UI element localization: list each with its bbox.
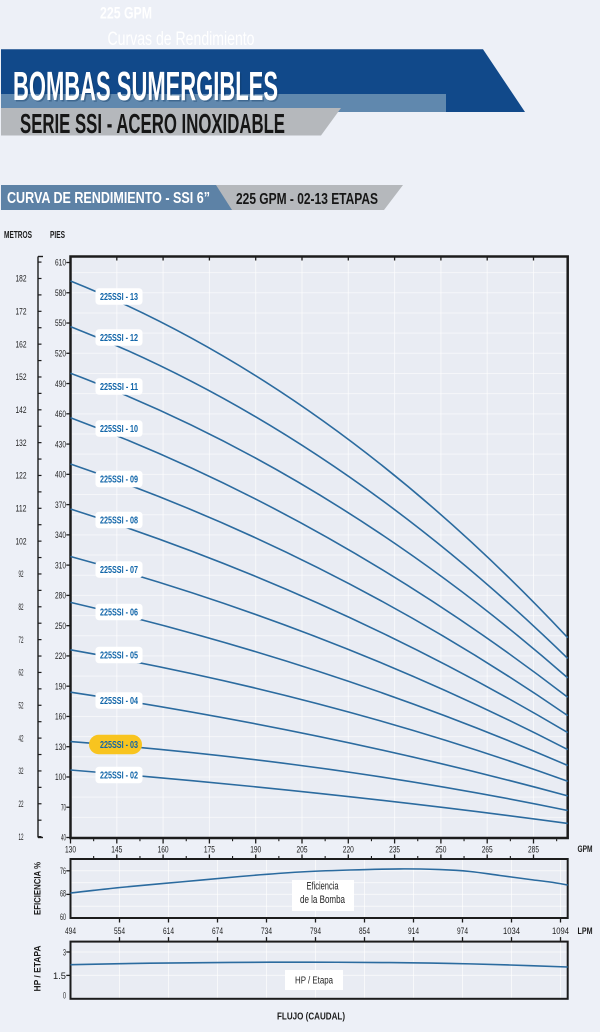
svg-text:92: 92: [19, 569, 24, 580]
svg-text:62: 62: [19, 668, 24, 679]
svg-text:614: 614: [163, 926, 174, 937]
svg-text:CURVA DE RENDIMIENTO - SSI 6”: CURVA DE RENDIMIENTO - SSI 6”: [7, 190, 210, 207]
svg-text:22: 22: [19, 799, 24, 810]
svg-text:190: 190: [250, 845, 261, 856]
svg-text:EFICIENCIA %: EFICIENCIA %: [33, 862, 43, 915]
svg-text:60: 60: [60, 912, 66, 923]
svg-text:190: 190: [55, 681, 66, 692]
svg-text:1094: 1094: [552, 926, 569, 937]
svg-text:235: 235: [389, 845, 400, 856]
svg-text:52: 52: [19, 700, 24, 711]
svg-text:225SSI - 10: 225SSI - 10: [100, 423, 138, 435]
svg-text:370: 370: [55, 500, 66, 511]
svg-text:225SSI - 02: 225SSI - 02: [100, 770, 138, 782]
svg-text:220: 220: [55, 651, 66, 662]
svg-text:460: 460: [55, 409, 66, 420]
svg-text:102: 102: [16, 536, 27, 547]
svg-text:610: 610: [55, 258, 66, 269]
svg-text:152: 152: [16, 372, 27, 383]
svg-text:METROS: METROS: [4, 230, 32, 241]
svg-text:132: 132: [16, 438, 27, 449]
svg-text:1.5: 1.5: [53, 971, 66, 982]
svg-text:490: 490: [55, 379, 66, 390]
svg-text:794: 794: [310, 926, 321, 937]
svg-text:112: 112: [16, 504, 27, 515]
svg-text:430: 430: [55, 439, 66, 450]
svg-text:12: 12: [19, 832, 24, 843]
svg-text:76: 76: [60, 866, 66, 877]
svg-text:520: 520: [55, 348, 66, 359]
svg-text:285: 285: [528, 845, 539, 856]
svg-text:550: 550: [55, 318, 66, 329]
svg-text:0: 0: [63, 991, 66, 1002]
svg-text:82: 82: [19, 602, 24, 613]
svg-text:SERIE SSI - ACERO INOXIDABLE: SERIE SSI - ACERO INOXIDABLE: [20, 108, 285, 139]
svg-text:PIES: PIES: [50, 230, 65, 241]
svg-text:494: 494: [65, 926, 76, 937]
svg-text:FLUJO (CAUDAL): FLUJO (CAUDAL): [277, 1012, 345, 1023]
svg-text:142: 142: [16, 405, 27, 416]
svg-text:225SSI - 06: 225SSI - 06: [100, 607, 138, 619]
svg-text:225SSI - 12: 225SSI - 12: [100, 332, 138, 344]
svg-text:162: 162: [16, 339, 27, 350]
svg-text:225SSI - 09: 225SSI - 09: [100, 474, 138, 486]
svg-text:225SSI - 13: 225SSI - 13: [100, 291, 138, 303]
svg-text:854: 854: [359, 926, 370, 937]
svg-text:225SSI - 08: 225SSI - 08: [100, 515, 138, 527]
svg-text:554: 554: [114, 926, 125, 937]
svg-text:914: 914: [408, 926, 419, 937]
svg-text:130: 130: [55, 742, 66, 753]
svg-text:182: 182: [16, 274, 27, 285]
svg-text:172: 172: [16, 307, 27, 318]
svg-text:Curvas de Rendimiento: Curvas de Rendimiento: [108, 29, 255, 50]
svg-text:68: 68: [60, 889, 66, 900]
svg-text:de la Bomba: de la Bomba: [300, 894, 346, 906]
svg-text:40: 40: [61, 833, 66, 844]
svg-text:160: 160: [55, 712, 66, 723]
svg-text:225SSI - 11: 225SSI - 11: [100, 381, 138, 393]
svg-text:280: 280: [55, 591, 66, 602]
svg-text:310: 310: [55, 560, 66, 571]
svg-text:225SSI - 03: 225SSI - 03: [100, 739, 138, 751]
svg-text:205: 205: [297, 845, 308, 856]
svg-text:122: 122: [16, 471, 27, 482]
svg-text:250: 250: [55, 621, 66, 632]
svg-text:734: 734: [261, 926, 272, 937]
svg-text:HP / Etapa: HP / Etapa: [295, 976, 333, 987]
svg-text:225SSI - 05: 225SSI - 05: [100, 650, 138, 662]
svg-text:100: 100: [55, 772, 66, 783]
svg-text:BOMBAS SUMERGIBLES: BOMBAS SUMERGIBLES: [13, 63, 278, 109]
svg-text:BOMBAS SUMERGIBLES: BOMBAS SUMERGIBLES: [15, 65, 280, 111]
svg-text:130: 130: [65, 845, 76, 856]
svg-text:175: 175: [204, 845, 215, 856]
svg-text:674: 674: [212, 926, 223, 937]
svg-text:1034: 1034: [503, 926, 520, 937]
svg-text:145: 145: [111, 845, 122, 856]
svg-text:225SSI - 04: 225SSI - 04: [100, 695, 138, 707]
svg-text:220: 220: [343, 845, 354, 856]
svg-text:70: 70: [61, 802, 66, 813]
svg-text:400: 400: [55, 470, 66, 481]
svg-text:GPM: GPM: [578, 844, 593, 855]
svg-text:250: 250: [435, 845, 446, 856]
svg-text:974: 974: [457, 926, 468, 937]
svg-text:160: 160: [158, 845, 169, 856]
svg-text:3: 3: [63, 948, 66, 959]
svg-text:580: 580: [55, 288, 66, 299]
svg-text:225SSI - 07: 225SSI - 07: [100, 564, 138, 576]
svg-text:225 GPM: 225 GPM: [100, 4, 152, 23]
svg-text:32: 32: [19, 766, 24, 777]
svg-text:265: 265: [482, 845, 493, 856]
svg-text:Eficiencia: Eficiencia: [307, 881, 340, 893]
svg-text:340: 340: [55, 530, 66, 541]
svg-text:LPM: LPM: [578, 926, 593, 937]
svg-text:72: 72: [19, 635, 24, 646]
svg-text:225 GPM - 02-13 ETAPAS: 225 GPM - 02-13 ETAPAS: [236, 191, 378, 208]
svg-text:42: 42: [19, 733, 24, 744]
svg-text:HP / ETAPA: HP / ETAPA: [33, 945, 43, 991]
